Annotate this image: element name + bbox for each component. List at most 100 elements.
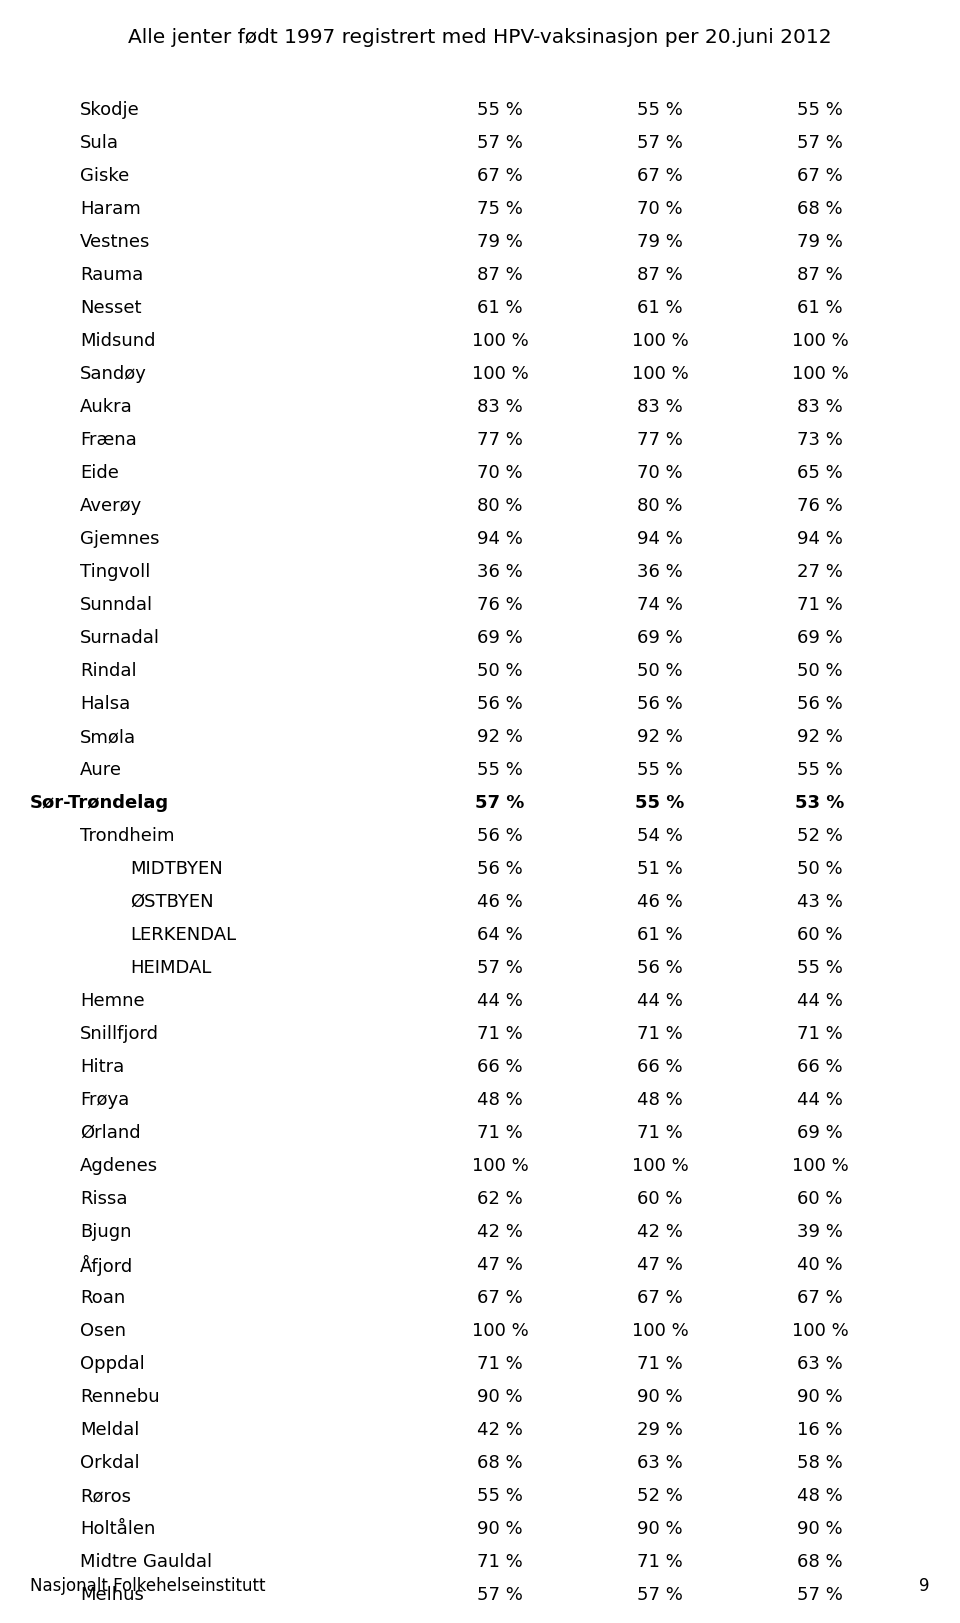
Text: 56 %: 56 % xyxy=(477,860,523,878)
Text: 71 %: 71 % xyxy=(637,1552,683,1569)
Text: HEIMDAL: HEIMDAL xyxy=(130,959,211,977)
Text: Midsund: Midsund xyxy=(80,331,156,351)
Text: 83 %: 83 % xyxy=(477,398,523,415)
Text: 77 %: 77 % xyxy=(477,430,523,448)
Text: 61 %: 61 % xyxy=(637,925,683,943)
Text: 90 %: 90 % xyxy=(797,1388,843,1406)
Text: 57 %: 57 % xyxy=(637,135,683,153)
Text: Oppdal: Oppdal xyxy=(80,1354,145,1371)
Text: 65 %: 65 % xyxy=(797,464,843,482)
Text: Meldal: Meldal xyxy=(80,1420,139,1438)
Text: 92 %: 92 % xyxy=(477,727,523,745)
Text: 69 %: 69 % xyxy=(477,628,523,646)
Text: 66 %: 66 % xyxy=(637,1057,683,1076)
Text: Rauma: Rauma xyxy=(80,266,143,284)
Text: Melhus: Melhus xyxy=(80,1586,144,1604)
Text: 83 %: 83 % xyxy=(797,398,843,415)
Text: 50 %: 50 % xyxy=(637,662,683,680)
Text: 39 %: 39 % xyxy=(797,1222,843,1240)
Text: 77 %: 77 % xyxy=(637,430,683,448)
Text: Frøya: Frøya xyxy=(80,1091,130,1109)
Text: LERKENDAL: LERKENDAL xyxy=(130,925,236,943)
Text: 100 %: 100 % xyxy=(632,1156,688,1175)
Text: Orkdal: Orkdal xyxy=(80,1453,139,1470)
Text: Holtålen: Holtålen xyxy=(80,1519,156,1537)
Text: Sandøy: Sandøy xyxy=(80,365,147,383)
Text: 46 %: 46 % xyxy=(637,893,683,911)
Text: 56 %: 56 % xyxy=(797,695,843,712)
Text: 100 %: 100 % xyxy=(792,331,849,351)
Text: ØSTBYEN: ØSTBYEN xyxy=(130,893,214,911)
Text: 57 %: 57 % xyxy=(797,135,843,153)
Text: Eide: Eide xyxy=(80,464,119,482)
Text: 44 %: 44 % xyxy=(797,1091,843,1109)
Text: 29 %: 29 % xyxy=(637,1420,683,1438)
Text: 55 %: 55 % xyxy=(477,101,523,118)
Text: Hemne: Hemne xyxy=(80,992,145,1010)
Text: 50 %: 50 % xyxy=(797,860,843,878)
Text: 67 %: 67 % xyxy=(797,1289,843,1307)
Text: 71 %: 71 % xyxy=(477,1123,523,1141)
Text: 80 %: 80 % xyxy=(477,497,523,514)
Text: 92 %: 92 % xyxy=(637,727,683,745)
Text: 71 %: 71 % xyxy=(477,1552,523,1569)
Text: 55 %: 55 % xyxy=(637,761,683,779)
Text: Nasjonalt Folkehelseinstitutt: Nasjonalt Folkehelseinstitutt xyxy=(30,1576,266,1594)
Text: 56 %: 56 % xyxy=(637,695,683,712)
Text: 70 %: 70 % xyxy=(637,200,683,217)
Text: 100 %: 100 % xyxy=(792,1321,849,1339)
Text: 57 %: 57 % xyxy=(477,135,523,153)
Text: 100 %: 100 % xyxy=(792,365,849,383)
Text: 87 %: 87 % xyxy=(637,266,683,284)
Text: 40 %: 40 % xyxy=(797,1255,843,1272)
Text: Skodje: Skodje xyxy=(80,101,140,118)
Text: 80 %: 80 % xyxy=(637,497,683,514)
Text: 16 %: 16 % xyxy=(797,1420,843,1438)
Text: 56 %: 56 % xyxy=(477,826,523,844)
Text: 47 %: 47 % xyxy=(477,1255,523,1272)
Text: 66 %: 66 % xyxy=(477,1057,523,1076)
Text: 75 %: 75 % xyxy=(477,200,523,217)
Text: 52 %: 52 % xyxy=(797,826,843,844)
Text: 79 %: 79 % xyxy=(637,232,683,252)
Text: 44 %: 44 % xyxy=(797,992,843,1010)
Text: 92 %: 92 % xyxy=(797,727,843,745)
Text: 67 %: 67 % xyxy=(797,167,843,185)
Text: 67 %: 67 % xyxy=(477,167,523,185)
Text: 71 %: 71 % xyxy=(637,1024,683,1042)
Text: 60 %: 60 % xyxy=(797,1190,843,1208)
Text: Snillfjord: Snillfjord xyxy=(80,1024,159,1042)
Text: 73 %: 73 % xyxy=(797,430,843,448)
Text: 100 %: 100 % xyxy=(792,1156,849,1175)
Text: 61 %: 61 % xyxy=(637,299,683,316)
Text: 100 %: 100 % xyxy=(471,1156,528,1175)
Text: MIDTBYEN: MIDTBYEN xyxy=(130,860,223,878)
Text: Osen: Osen xyxy=(80,1321,126,1339)
Text: 67 %: 67 % xyxy=(477,1289,523,1307)
Text: 71 %: 71 % xyxy=(637,1123,683,1141)
Text: Nesset: Nesset xyxy=(80,299,141,316)
Text: 100 %: 100 % xyxy=(632,365,688,383)
Text: 55 %: 55 % xyxy=(797,101,843,118)
Text: 63 %: 63 % xyxy=(637,1453,683,1470)
Text: Bjugn: Bjugn xyxy=(80,1222,132,1240)
Text: Averøy: Averøy xyxy=(80,497,142,514)
Text: 69 %: 69 % xyxy=(797,1123,843,1141)
Text: 67 %: 67 % xyxy=(637,167,683,185)
Text: 94 %: 94 % xyxy=(797,529,843,547)
Text: Haram: Haram xyxy=(80,200,141,217)
Text: Alle jenter født 1997 registrert med HPV-vaksinasjon per 20.juni 2012: Alle jenter født 1997 registrert med HPV… xyxy=(129,28,831,47)
Text: 100 %: 100 % xyxy=(632,331,688,351)
Text: 87 %: 87 % xyxy=(477,266,523,284)
Text: 36 %: 36 % xyxy=(637,563,683,581)
Text: 68 %: 68 % xyxy=(797,1552,843,1569)
Text: 27 %: 27 % xyxy=(797,563,843,581)
Text: 53 %: 53 % xyxy=(795,794,845,812)
Text: 55 %: 55 % xyxy=(797,761,843,779)
Text: 60 %: 60 % xyxy=(797,925,843,943)
Text: 90 %: 90 % xyxy=(797,1519,843,1537)
Text: Aure: Aure xyxy=(80,761,122,779)
Text: Sunndal: Sunndal xyxy=(80,596,154,613)
Text: 55 %: 55 % xyxy=(477,1487,523,1505)
Text: 42 %: 42 % xyxy=(637,1222,683,1240)
